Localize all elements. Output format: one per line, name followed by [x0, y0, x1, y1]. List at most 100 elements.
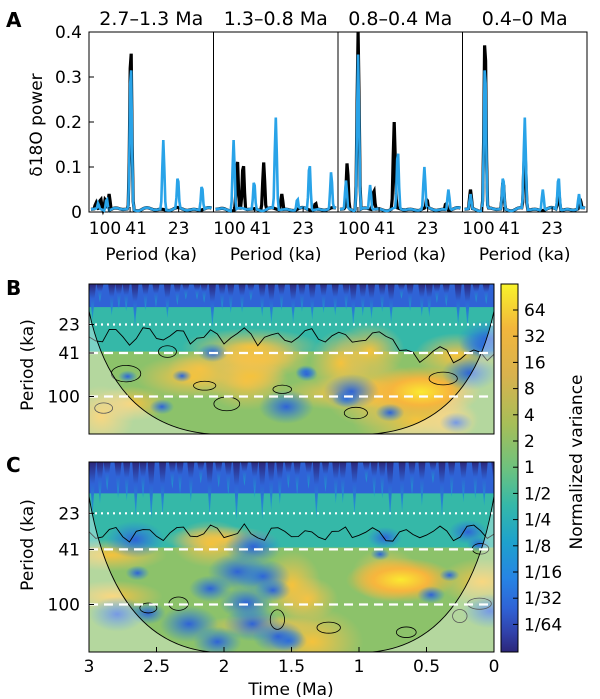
cone-of-influence-line [89, 496, 211, 652]
panel-a-subplot-frame [462, 31, 588, 213]
wavelet-cool-blob [417, 586, 446, 604]
wavelet-spike [218, 284, 226, 311]
ytick-label-23: 23 [58, 316, 80, 336]
wavelet-spike [359, 284, 367, 317]
panel-a-xlabel: Period (ka) [105, 245, 197, 265]
wavelet-spike [472, 284, 480, 303]
colorbar [500, 283, 519, 653]
wavelet-spike [182, 284, 190, 300]
colorbar-tick-label: 8 [524, 380, 535, 400]
panel-c-heatmap [89, 462, 494, 652]
wavelet-spike [89, 284, 96, 321]
colorbar-tick-label: 1 [524, 458, 535, 478]
significance-contour-loop [428, 371, 458, 386]
panel-b-letter: B [6, 276, 21, 300]
wavelet-spike [131, 284, 139, 327]
panel-a-subplot-frame [88, 31, 214, 213]
colorbar-tick-label: 64 [524, 301, 546, 321]
wavelet-spike [349, 284, 357, 326]
wavelet-spike [206, 462, 214, 517]
wavelet-spike [367, 284, 375, 320]
wavelet-spike [251, 462, 259, 498]
panel-a-subplot-title: 2.7–1.3 Ma [99, 8, 203, 30]
wavelet-spike [442, 284, 450, 307]
wavelet-spike [267, 462, 275, 511]
wavelet-cool-blob [457, 319, 494, 359]
wavelet-spike [339, 462, 347, 504]
wavelet-cool-blob [323, 373, 380, 409]
wavelet-spike [463, 284, 471, 328]
panel-a-xtick-label: 100 [462, 219, 494, 239]
wavelet-spike [233, 462, 241, 521]
wavelet-cool-blob [462, 593, 494, 629]
wavelet-spike [152, 284, 160, 308]
significance-contour-loop [94, 402, 114, 414]
wavelet-spike [103, 462, 111, 491]
wavelet-spike [298, 284, 306, 312]
significance-contour-loop [158, 345, 177, 358]
panel-a-xtick-label: 100 [89, 219, 121, 239]
wavelet-cool-blob [105, 520, 165, 559]
wavelet-spike [320, 284, 328, 314]
wavelet-spike [176, 462, 184, 494]
cone-of-influence-left [89, 311, 211, 434]
wavelet-spike [408, 462, 416, 495]
colorbar-tick-label: 1/16 [524, 563, 562, 583]
xtick-label: 2 [219, 657, 230, 677]
wavelet-spike [331, 284, 339, 316]
ytick-label-100: 100 [48, 388, 80, 408]
significance-contour [89, 523, 494, 543]
wavelet-spike [278, 284, 286, 311]
colorbar-tick-label: 1/32 [524, 589, 562, 609]
panel-a-ytick-label: 0.2 [55, 113, 82, 133]
wavelet-spike [114, 462, 122, 499]
wavelet-cool-blob [439, 568, 460, 582]
cone-of-influence-right [372, 496, 494, 652]
wavelet-cool-blob [118, 370, 138, 383]
wavelet-cool-blob [375, 403, 405, 422]
wavelet-spike [258, 462, 266, 521]
wavelet-spike [197, 462, 205, 484]
panel-a-xtick-label: 23 [541, 219, 563, 239]
significance-contour-loop [139, 602, 158, 614]
wavelet-spike [227, 284, 235, 314]
wavelet-spike [168, 462, 176, 489]
wavelet-spike [480, 462, 488, 506]
wavelet-cool-blob [439, 412, 473, 433]
colorbar-tick-label: 1/64 [524, 615, 562, 635]
wavelet-spike [406, 284, 414, 311]
wavelet-cool-blob [295, 367, 318, 382]
xtick-label: 0.5 [413, 657, 440, 677]
wavelet-spike [147, 462, 155, 520]
panel-a-xtick-label: 100 [338, 219, 370, 239]
wavelet-spike [122, 284, 130, 312]
wavelet-spike [378, 462, 386, 499]
significance-contour-loop [193, 380, 217, 391]
wavelet-cool-blob [159, 605, 219, 643]
wavelet-spike [247, 284, 255, 301]
panel-a-subplot-title: 0.8–0.4 Ma [348, 8, 452, 30]
significance-contour [89, 327, 494, 364]
panel-a-ylabel: δ18O power [27, 73, 47, 176]
panel-a-xtick-label: 23 [417, 219, 439, 239]
panel-a-ytick-label: 0.1 [55, 158, 82, 178]
wavelet-cool-blob [258, 389, 314, 424]
wavelet-spike [159, 462, 167, 517]
wavelet-spike [350, 462, 358, 516]
wavelet-cool-blob [367, 526, 403, 549]
wavelet-spike [115, 284, 123, 310]
wavelet-spike [96, 462, 104, 504]
wavelet-spike [425, 284, 433, 318]
wavelet-cool-blob [254, 578, 291, 602]
colorbar-label: Normalized variance [567, 375, 587, 550]
wavelet-spike [429, 462, 437, 484]
wavelet-spike [238, 284, 246, 313]
wavelet-spike [378, 284, 386, 312]
wavelet-spike [96, 284, 104, 303]
wavelet-spike [322, 462, 330, 492]
wavelet-spike [312, 462, 320, 519]
wavelet-spike [398, 462, 406, 513]
wavelet-spike [471, 462, 479, 500]
